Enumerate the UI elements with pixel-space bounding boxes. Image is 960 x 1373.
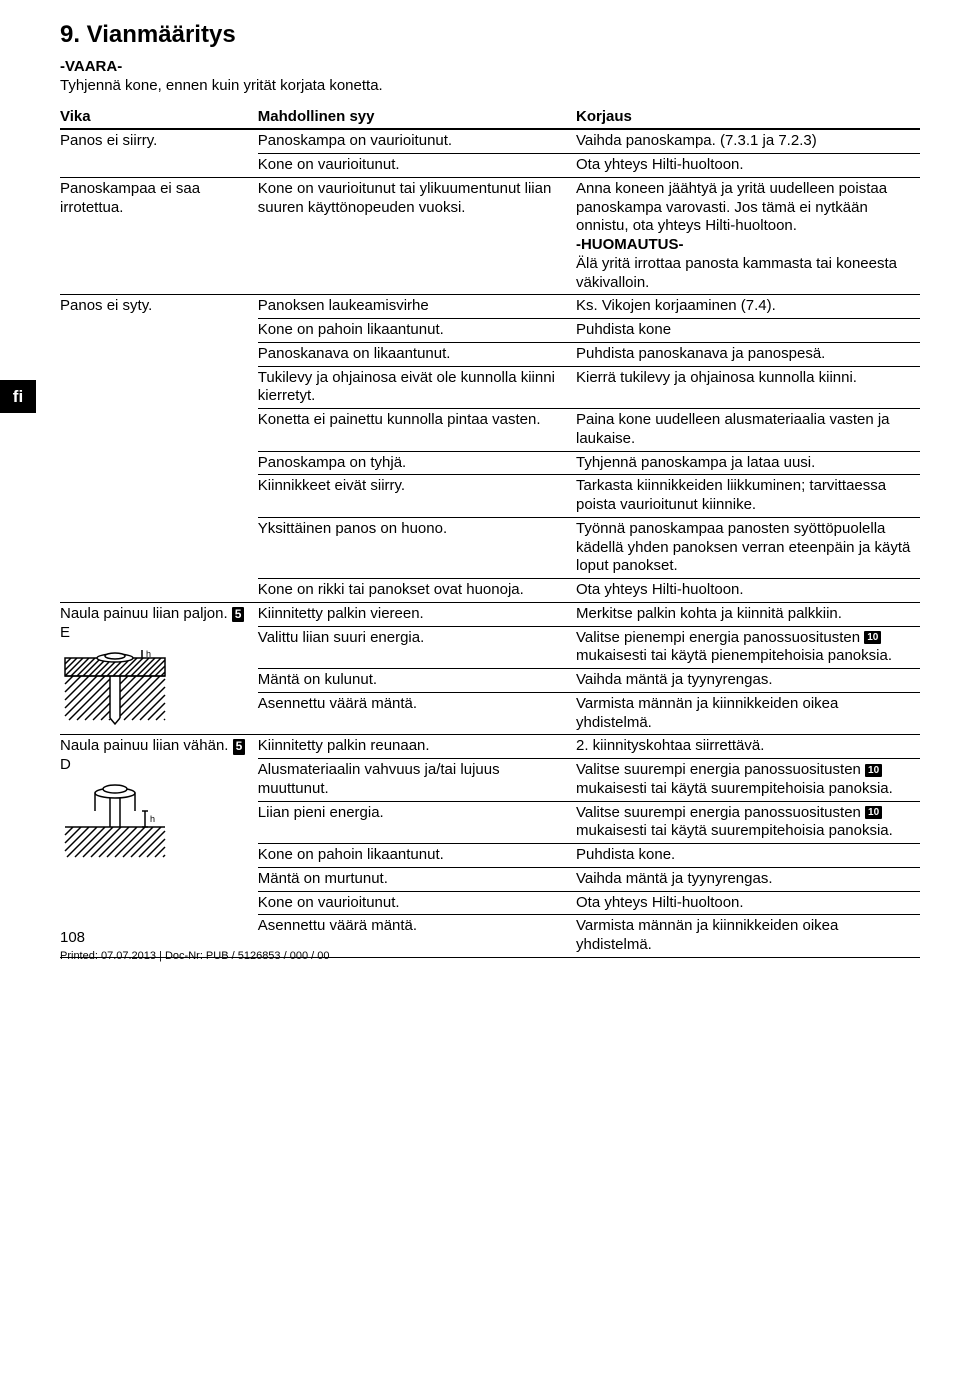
cause-cell: Kiinnitetty palkin reunaan. — [258, 735, 576, 759]
fault-cell: Naula painuu liian paljon. 5Eh — [60, 602, 258, 735]
cause-cell: Panoskanava on likaantunut. — [258, 342, 576, 366]
remedy-cell: Valitse pienempi energia panossuosituste… — [576, 626, 920, 669]
remedy-cell: Vaihda mäntä ja tyynyrengas. — [576, 669, 920, 693]
danger-label: -VAARA- — [60, 58, 920, 77]
cause-cell: Valittu liian suuri energia. — [258, 626, 576, 669]
cause-cell: Panoskampa on tyhjä. — [258, 451, 576, 475]
cause-cell: Mäntä on murtunut. — [258, 867, 576, 891]
remedy-cell: Anna koneen jäähtyä ja yritä uudelleen p… — [576, 177, 920, 295]
remedy-cell: Ota yhteys Hilti-huoltoon. — [576, 891, 920, 915]
remedy-cell: Puhdista kone — [576, 319, 920, 343]
svg-text:h: h — [150, 814, 155, 824]
remedy-cell: Vaihda mäntä ja tyynyrengas. — [576, 867, 920, 891]
remedy-cell: 2. kiinnityskohtaa siirrettävä. — [576, 735, 920, 759]
col-fault: Vika — [60, 106, 258, 130]
cause-cell: Kone on pahoin likaantunut. — [258, 319, 576, 343]
remedy-cell: Puhdista panoskanava ja panospesä. — [576, 342, 920, 366]
cause-cell: Kone on vaurioitunut. — [258, 891, 576, 915]
remedy-cell: Varmista männän ja kiinnikkeiden oikea y… — [576, 915, 920, 958]
fault-cell: Panos ei syty. — [60, 295, 258, 603]
cause-cell: Alusmateriaalin vahvuus ja/tai lujuus mu… — [258, 759, 576, 802]
instruction-text: Tyhjennä kone, ennen kuin yrität korjata… — [60, 77, 920, 96]
remedy-cell: Tarkasta kiinnikkeiden liikkuminen; tarv… — [576, 475, 920, 518]
remedy-cell: Ks. Vikojen korjaaminen (7.4). — [576, 295, 920, 319]
cause-cell: Kone on vaurioitunut tai ylikuumentunut … — [258, 177, 576, 295]
language-tab: fi — [0, 380, 36, 413]
remedy-cell: Työnnä panoskampaa panosten syöttöpuolel… — [576, 517, 920, 578]
remedy-cell: Tyhjennä panoskampa ja lataa uusi. — [576, 451, 920, 475]
remedy-cell: Ota yhteys Hilti-huoltoon. — [576, 154, 920, 178]
cause-cell: Kone on pahoin likaantunut. — [258, 844, 576, 868]
svg-text:h: h — [146, 649, 151, 659]
troubleshooting-table: Vika Mahdollinen syy Korjaus Panos ei si… — [60, 106, 920, 958]
remedy-cell: Vaihda panoskampa. (7.3.1 ja 7.2.3) — [576, 129, 920, 153]
cause-cell: Liian pieni energia. — [258, 801, 576, 844]
cause-cell: Yksittäinen panos on huono. — [258, 517, 576, 578]
cause-cell: Kone on rikki tai panokset ovat huonoja. — [258, 579, 576, 603]
remedy-cell: Puhdista kone. — [576, 844, 920, 868]
cause-cell: Tukilevy ja ohjainosa eivät ole kunnolla… — [258, 366, 576, 409]
fault-cell: Naula painuu liian vähän. 5Dh — [60, 735, 258, 958]
cause-cell: Panoskampa on vaurioitunut. — [258, 129, 576, 153]
cause-cell: Panoksen laukeamisvirhe — [258, 295, 576, 319]
footer: 108 Printed: 07.07.2013 | Doc-Nr: PUB / … — [60, 929, 329, 964]
cause-cell: Konetta ei painettu kunnolla pintaa vast… — [258, 409, 576, 452]
section-title: 9. Vianmääritys — [60, 20, 920, 50]
cause-cell: Kiinnitetty palkin viereen. — [258, 602, 576, 626]
remedy-cell: Varmista männän ja kiinnikkeiden oikea y… — [576, 692, 920, 735]
col-remedy: Korjaus — [576, 106, 920, 130]
remedy-cell: Ota yhteys Hilti-huoltoon. — [576, 579, 920, 603]
fault-cell: Panoskampaa ei saa irrotettua. — [60, 177, 258, 295]
remedy-cell: Paina kone uudelleen alusmateriaalia vas… — [576, 409, 920, 452]
remedy-cell: Merkitse palkin kohta ja kiinnitä palkki… — [576, 602, 920, 626]
col-cause: Mahdollinen syy — [258, 106, 576, 130]
cause-cell: Mäntä on kulunut. — [258, 669, 576, 693]
cause-cell: Kiinnikkeet eivät siirry. — [258, 475, 576, 518]
cause-cell: Kone on vaurioitunut. — [258, 154, 576, 178]
remedy-cell: Valitse suurempi energia panossuosituste… — [576, 801, 920, 844]
fault-cell: Panos ei siirry. — [60, 129, 258, 177]
print-line: Printed: 07.07.2013 | Doc-Nr: PUB / 5126… — [60, 950, 329, 962]
cause-cell: Asennettu väärä mäntä. — [258, 692, 576, 735]
page-number: 108 — [60, 929, 329, 948]
remedy-cell: Valitse suurempi energia panossuosituste… — [576, 759, 920, 802]
title-block: 9. Vianmääritys -VAARA- Tyhjennä kone, e… — [60, 20, 920, 96]
remedy-cell: Kierrä tukilevy ja ohjainosa kunnolla ki… — [576, 366, 920, 409]
